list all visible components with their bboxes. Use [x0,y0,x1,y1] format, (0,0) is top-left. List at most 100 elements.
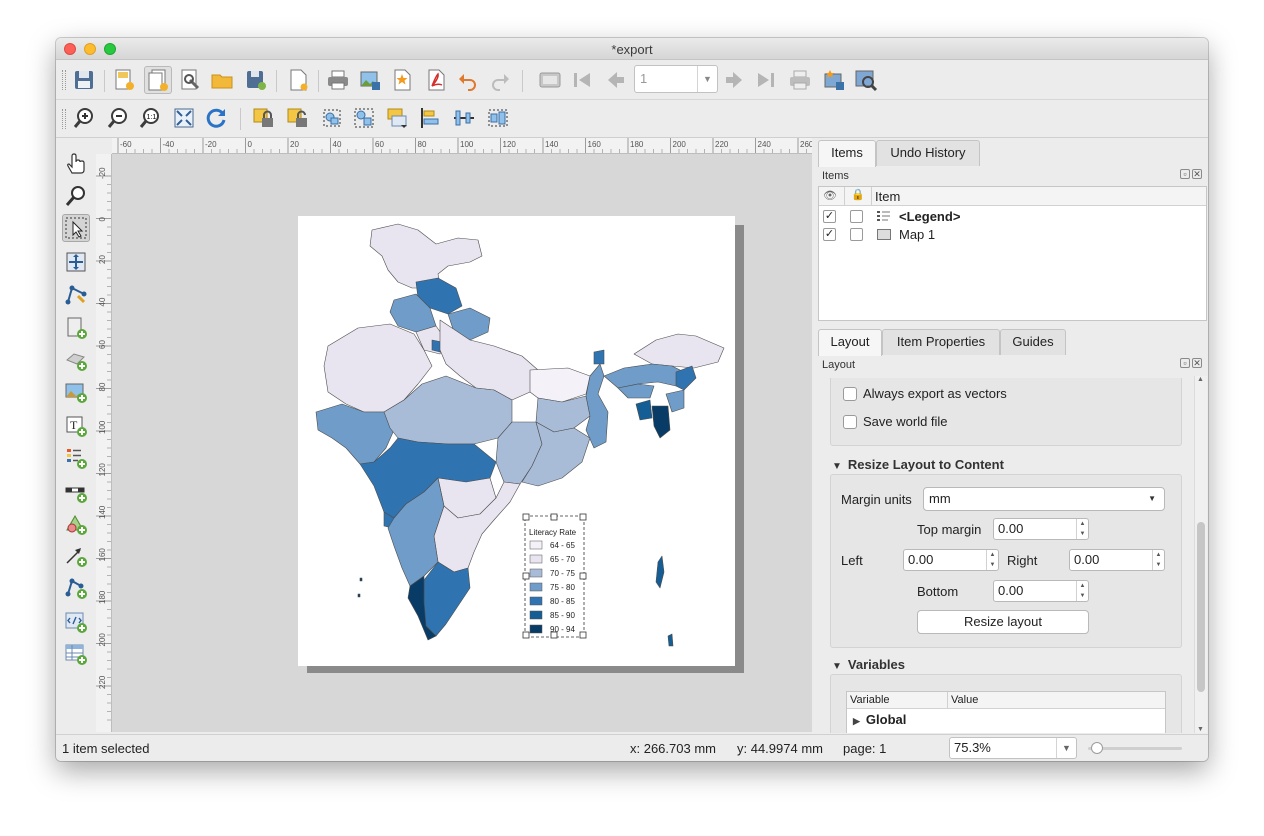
export-atlas-icon[interactable] [820,66,848,94]
spin-arrows-icon[interactable]: ▲ ▼ [1152,550,1164,570]
always-export-vectors-checkbox[interactable] [843,387,857,401]
atlas-preview-icon[interactable] [536,66,564,94]
add-attribute-table-tool[interactable] [62,640,90,668]
zoom-tool[interactable] [62,182,90,210]
export-svg-icon[interactable] [388,66,416,94]
zoom-actual-icon[interactable]: 1:1 [136,104,164,132]
zoom-slider[interactable] [1088,742,1182,754]
add-label-tool[interactable]: T [62,412,90,440]
next-feature-icon[interactable] [720,66,748,94]
add-html-tool[interactable] [62,608,90,636]
resize-layout-button[interactable]: Resize layout [917,610,1089,634]
undo-icon[interactable] [454,66,482,94]
zoom-slider-handle[interactable] [1091,742,1103,754]
scroll-up-icon[interactable]: ▲ [1197,376,1204,383]
print-atlas-icon[interactable] [786,66,814,94]
close-dock-icon[interactable]: ✕ [1192,358,1202,368]
visibility-checkbox[interactable]: ✓ [823,228,836,241]
add-node-item-tool[interactable] [62,574,90,602]
zoom-full-icon[interactable] [170,104,198,132]
lock-checkbox[interactable] [850,210,863,223]
lock-checkbox[interactable] [850,228,863,241]
atlas-page-spinbox[interactable]: 1 ▼ [634,65,718,93]
vertical-ruler[interactable]: -20 0 20 40 60 80 100 120 140 160 180 200 220 [96,154,112,732]
move-content-tool[interactable] [62,248,90,276]
close-dock-icon[interactable]: ✕ [1192,169,1202,179]
float-dock-icon[interactable]: ▫ [1180,169,1190,179]
resize-icon[interactable] [484,104,512,132]
toolbar-grip[interactable] [62,109,66,129]
eye-icon[interactable]: 👁 [823,190,837,202]
add-items-from-template-icon[interactable] [208,66,236,94]
add-scalebar-tool[interactable] [62,478,90,506]
tab-undo-history[interactable]: Undo History [876,140,980,166]
tree-row-map[interactable]: ✓ Map 1 [819,226,1206,244]
add-picture-tool[interactable] [62,378,90,406]
layout-scrollbar[interactable]: ▲ ▼ [1194,376,1207,733]
spin-arrows-icon[interactable]: ▲ ▼ [1076,581,1088,601]
left-margin-spinbox[interactable]: 0.00 ▲ ▼ [903,549,999,571]
pan-tool[interactable] [62,150,90,178]
redo-icon[interactable] [486,66,514,94]
expand-arrow-icon[interactable]: ▶ [853,716,860,726]
tree-row-legend[interactable]: ✓ <Legend> [819,208,1206,226]
add-map-tool[interactable] [62,314,90,342]
refresh-icon[interactable] [202,104,230,132]
selection-handles[interactable] [522,513,587,639]
save-world-file-checkbox[interactable] [843,415,857,429]
zoom-combo[interactable]: 75.3% ▼ [949,737,1077,759]
maximize-window-button[interactable] [104,43,116,55]
edit-nodes-tool[interactable] [62,280,90,308]
add-3d-map-tool[interactable] [62,346,90,374]
variables-row-global[interactable]: ▶ Global [853,712,906,727]
variable-column-header[interactable]: Variable [850,694,890,706]
distribute-icon[interactable] [450,104,478,132]
visibility-checkbox[interactable]: ✓ [823,210,836,223]
add-shape-tool[interactable] [62,510,90,538]
chevron-down-icon[interactable]: ▼ [1056,738,1076,758]
layout-canvas[interactable]: Literacy Rate 64 - 65 65 - 70 70 - 75 75 - … [112,154,812,732]
lock-items-icon[interactable] [250,104,278,132]
select-tool[interactable] [62,214,90,242]
duplicate-layout-icon[interactable] [144,66,172,94]
float-dock-icon[interactable]: ▫ [1180,358,1190,368]
previous-feature-icon[interactable] [602,66,630,94]
raise-items-icon[interactable] [384,104,412,132]
tab-layout[interactable]: Layout [818,329,882,356]
minimize-window-button[interactable] [84,43,96,55]
print-icon[interactable] [324,66,352,94]
save-icon[interactable] [70,66,98,94]
new-layout-icon[interactable] [110,66,138,94]
scroll-down-icon[interactable]: ▼ [1197,726,1204,733]
horizontal-ruler[interactable]: -60 -40 -20 0 20 40 60 80 100 120 140 160 180 200 220 2… [112,138,812,154]
scrollbar-thumb[interactable] [1197,522,1205,692]
add-legend-tool[interactable] [62,444,90,472]
tab-items[interactable]: Items [818,140,876,167]
tab-item-properties[interactable]: Item Properties [882,329,1000,355]
export-image-icon[interactable] [356,66,384,94]
save-as-template-icon[interactable] [242,66,270,94]
margin-units-select[interactable]: mm ▼ [923,487,1165,511]
atlas-settings-icon[interactable] [852,66,880,94]
variables-table[interactable]: Variable Value ▶ Global [846,691,1166,733]
unlock-items-icon[interactable] [284,104,312,132]
item-column-header[interactable]: Item [875,189,901,204]
layout-manager-icon[interactable] [176,66,204,94]
tab-guides[interactable]: Guides [1000,329,1066,355]
zoom-out-icon[interactable] [104,104,132,132]
lock-icon[interactable]: 🔒 [851,189,865,201]
variables-section-header[interactable]: ▼ Variables [832,657,905,672]
layout-page[interactable]: Literacy Rate 64 - 65 65 - 70 70 - 75 75 - … [298,216,735,666]
value-column-header[interactable]: Value [951,694,979,706]
resize-section-header[interactable]: ▼ Resize Layout to Content [832,457,1004,472]
export-pdf-icon[interactable] [422,66,450,94]
items-tree[interactable]: 👁 🔒 Item ✓ <Legend> ✓ Map 1 [818,186,1207,321]
bottom-margin-spinbox[interactable]: 0.00 ▲ ▼ [993,580,1089,602]
close-window-button[interactable] [64,43,76,55]
first-feature-icon[interactable] [568,66,596,94]
zoom-in-icon[interactable] [70,104,98,132]
spin-arrows-icon[interactable]: ▲ ▼ [1076,519,1088,539]
right-margin-spinbox[interactable]: 0.00 ▲ ▼ [1069,549,1165,571]
legend-item[interactable]: Literacy Rate 64 - 65 65 - 70 70 - 75 75 - … [522,513,587,639]
map-item[interactable]: Literacy Rate 64 - 65 65 - 70 70 - 75 75 - … [298,216,735,666]
